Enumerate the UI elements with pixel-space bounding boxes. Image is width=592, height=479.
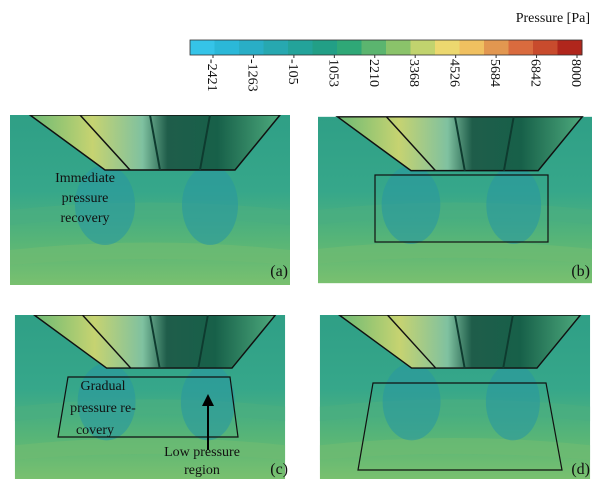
colorbar-segment bbox=[411, 40, 436, 55]
annotation: Immediate bbox=[55, 171, 115, 186]
panel-a-field bbox=[10, 115, 290, 285]
annotation: recovery bbox=[61, 211, 110, 226]
colorbar-title: Pressure [Pa] bbox=[516, 11, 590, 26]
panel-c-field bbox=[15, 315, 285, 479]
colorbar-segment bbox=[533, 40, 558, 55]
colorbar-segment bbox=[386, 40, 411, 55]
panel-b-field bbox=[318, 117, 592, 283]
colorbar-segment bbox=[362, 40, 387, 55]
colorbar-segment bbox=[558, 40, 583, 55]
colorbar-tick-label: 6842 bbox=[528, 59, 543, 87]
panel-label: (a) bbox=[270, 263, 288, 280]
colorbar-segment bbox=[264, 40, 289, 55]
colorbar-tick-label: 3368 bbox=[406, 59, 421, 87]
colorbar-segment bbox=[337, 40, 362, 55]
annotation: pressure bbox=[62, 191, 109, 206]
colorbar-tick-label: -1263 bbox=[244, 59, 259, 92]
colorbar-segment bbox=[288, 40, 313, 55]
callout: Low pressure bbox=[164, 445, 240, 460]
callout: region bbox=[184, 463, 220, 478]
annotation: Gradual bbox=[80, 379, 125, 394]
annotation: pressure re- bbox=[70, 401, 136, 416]
figure: Pressure [Pa] -2421 -1263 -105 1053 2210 3368… bbox=[0, 0, 592, 479]
colorbar: -2421 -1263 -105 1053 2210 3368 4526 5684 6842 80… bbox=[190, 40, 583, 92]
colorbar-tick-label: 5684 bbox=[487, 59, 502, 87]
colorbar-segment bbox=[484, 40, 509, 55]
colorbar-tick-label: 1053 bbox=[325, 59, 340, 87]
colorbar-tick-label: 2210 bbox=[366, 59, 381, 87]
colorbar-segment bbox=[239, 40, 264, 55]
colorbar-tick-label: -105 bbox=[285, 59, 300, 85]
panel-label: (c) bbox=[270, 461, 288, 478]
colorbar-tick-label: -2421 bbox=[204, 59, 219, 92]
colorbar-segment bbox=[509, 40, 534, 55]
colorbar-tick-label: 4526 bbox=[447, 59, 462, 87]
colorbar-segment bbox=[313, 40, 338, 55]
colorbar-segment bbox=[190, 40, 215, 55]
colorbar-segment bbox=[215, 40, 240, 55]
panel-label: (d) bbox=[571, 461, 590, 478]
annotation: covery bbox=[76, 423, 114, 438]
colorbar-segment bbox=[460, 40, 485, 55]
colorbar-tick-label: 8000 bbox=[568, 59, 583, 87]
colorbar-segment bbox=[435, 40, 460, 55]
panel-label: (b) bbox=[571, 263, 590, 280]
